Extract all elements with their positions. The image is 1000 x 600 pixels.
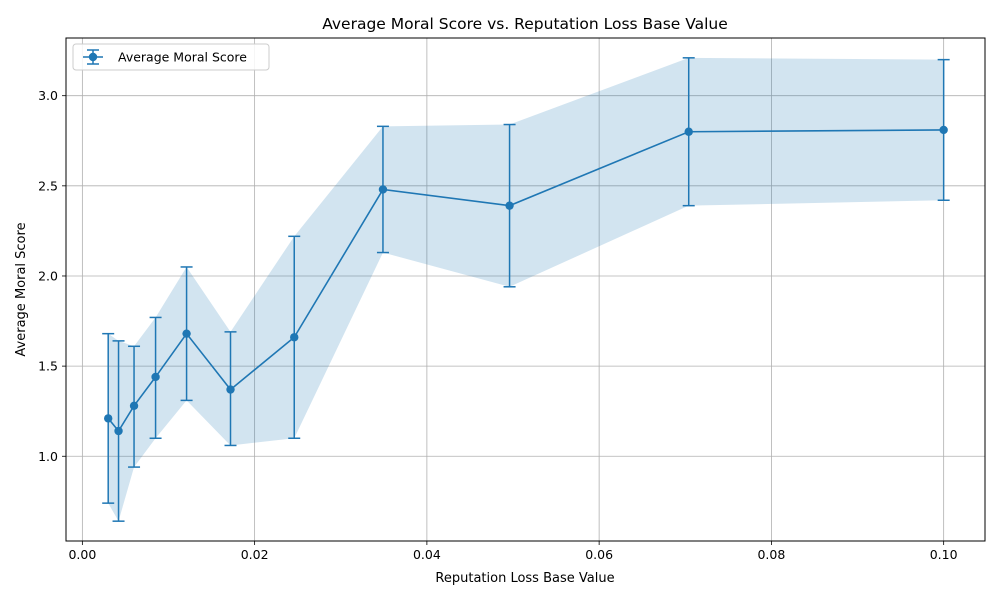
y-tick-label: 2.0: [38, 268, 58, 283]
data-point: [378, 185, 388, 194]
legend-marker: [83, 49, 103, 65]
y-tick-label: 1.5: [38, 359, 58, 374]
y-tick-label: 1.0: [38, 449, 58, 464]
data-point: [182, 329, 191, 338]
axis-ticks: 0.00 0.02 0.04 0.06 0.08 0.10 1.0 1.5 2.0 2.5 3.0: [38, 88, 958, 562]
y-axis-label: Average Moral Score: [14, 222, 29, 356]
legend-box: [72, 43, 270, 71]
x-tick-label: 0.00: [68, 547, 96, 562]
legend-label: Average Moral Score: [118, 50, 247, 65]
chart-title: Average Moral Score vs. Reputation Loss …: [322, 15, 728, 33]
y-tick-label: 3.0: [38, 88, 58, 103]
x-tick-label: 0.04: [413, 547, 441, 562]
data-point: [290, 333, 299, 342]
y-tick-label: 2.5: [38, 178, 58, 193]
data-point: [114, 426, 123, 436]
data-point: [939, 125, 948, 135]
x-tick-label: 0.08: [757, 547, 785, 562]
error-band: [108, 57, 944, 522]
data-point: [505, 201, 514, 210]
plot-area-frame: [65, 37, 986, 542]
x-tick-label: 0.06: [585, 547, 613, 562]
x-tick-label: 0.02: [241, 547, 269, 562]
data-point: [684, 127, 693, 136]
data-series: [102, 57, 950, 522]
data-point: [151, 372, 160, 382]
legend-point: [88, 52, 98, 62]
x-axis-label: Reputation Loss Base Value: [435, 571, 614, 586]
x-tick-label: 0.10: [930, 547, 958, 562]
data-point: [104, 414, 113, 423]
data-point: [226, 385, 235, 394]
legend: Average Moral Score: [72, 43, 270, 71]
data-point: [129, 401, 139, 410]
confidence-band: [108, 57, 944, 522]
